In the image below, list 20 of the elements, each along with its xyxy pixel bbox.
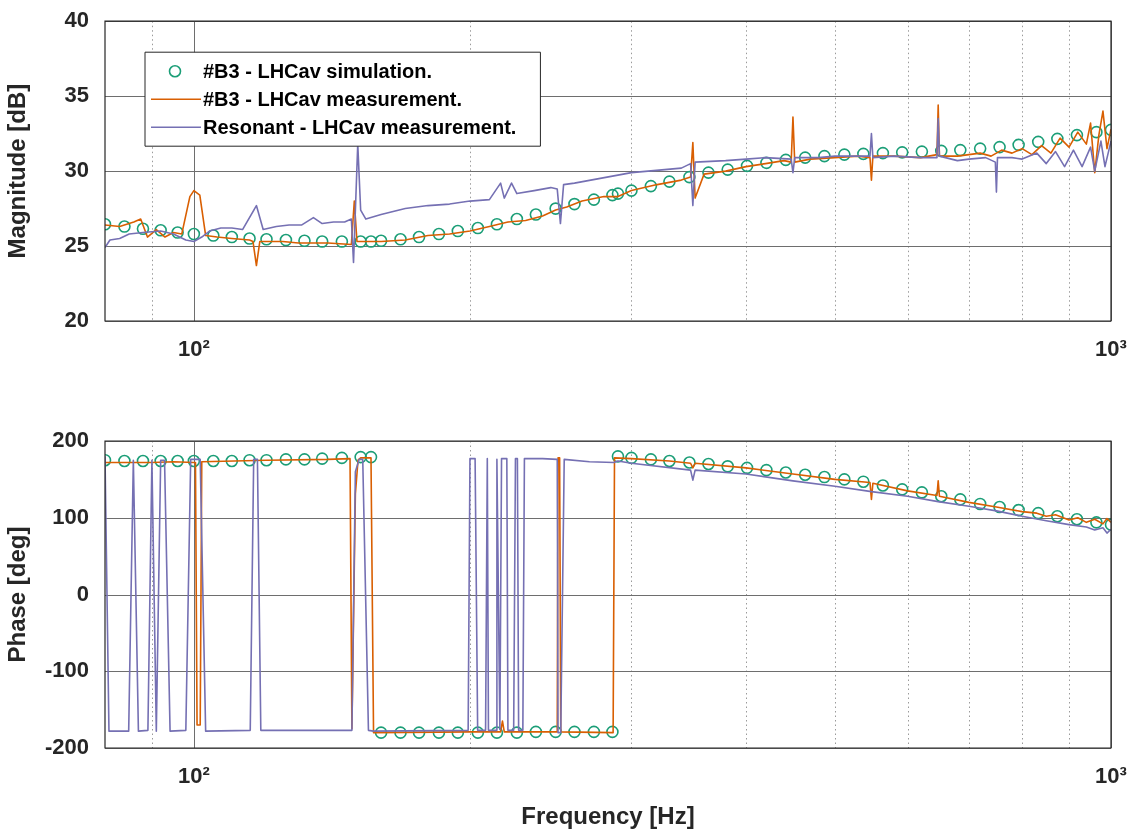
y-tick-label: 0 bbox=[76, 580, 89, 606]
x-tick-label: 10² bbox=[177, 336, 210, 362]
y-tick-label: -100 bbox=[44, 657, 89, 683]
y-tick-label: 200 bbox=[52, 427, 89, 453]
legend-label: #B3 - LHCav simulation. bbox=[203, 59, 432, 82]
y-tick-label: 35 bbox=[64, 82, 89, 108]
y-tick-label: 30 bbox=[64, 157, 89, 183]
legend-label: #B3 - LHCav measurement. bbox=[203, 87, 462, 110]
legend-label: Resonant - LHCav measurement. bbox=[203, 115, 517, 138]
y-tick-label: 100 bbox=[52, 503, 89, 529]
x-axis-title: Frequency [Hz] bbox=[521, 802, 695, 830]
x-tick-label: 10² bbox=[177, 763, 210, 789]
y-tick-label: 25 bbox=[64, 232, 89, 258]
y-axis-title: Phase [deg] bbox=[3, 526, 31, 663]
y-tick-label: 20 bbox=[64, 307, 89, 333]
x-tick-label: 10³ bbox=[1095, 336, 1127, 362]
y-tick-label: -200 bbox=[44, 734, 89, 760]
y-tick-label: 40 bbox=[64, 7, 89, 33]
y-axis-title: Magnitude [dB] bbox=[3, 83, 31, 259]
x-tick-label: 10³ bbox=[1095, 763, 1127, 789]
